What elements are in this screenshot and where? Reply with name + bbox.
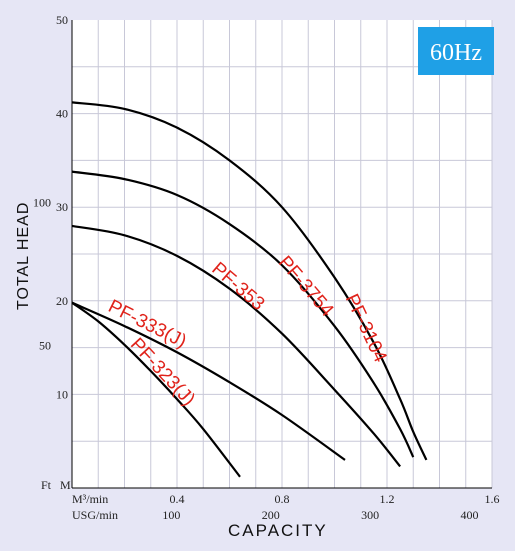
x-tick-label-primary: 0.8 bbox=[275, 492, 290, 506]
x-tick-label-secondary: 200 bbox=[262, 508, 280, 522]
y-unit-primary: M bbox=[60, 478, 71, 492]
tick-labels: 10 20 30 40 50 50 100 0.4 0.8 1.2 1.6 100 200 300 400 bbox=[33, 13, 500, 522]
y-axis-title: TOTAL HEAD bbox=[15, 202, 32, 310]
y-tick-label-primary: 10 bbox=[56, 387, 68, 401]
y-tick-label-secondary: 50 bbox=[39, 338, 51, 352]
x-tick-label-secondary: 400 bbox=[460, 508, 478, 522]
y-tick-label-secondary: 100 bbox=[33, 196, 51, 210]
x-tick-label-primary: 1.2 bbox=[380, 492, 395, 506]
x-unit-secondary: USG/min bbox=[72, 508, 118, 522]
y-tick-label-primary: 50 bbox=[56, 13, 68, 27]
curve-pf-353 bbox=[71, 224, 401, 468]
y-tick-label-primary: 20 bbox=[56, 294, 68, 308]
curves bbox=[71, 101, 428, 478]
curve-pf-3754 bbox=[71, 170, 415, 458]
frequency-badge-text: 60Hz bbox=[430, 40, 482, 66]
y-unit-secondary: Ft bbox=[41, 478, 52, 492]
curve-pf-323j bbox=[71, 301, 241, 478]
x-tick-label-primary: 0.4 bbox=[170, 492, 185, 506]
x-unit-primary: M³/min bbox=[72, 492, 108, 506]
curve-pf-3104 bbox=[71, 101, 428, 461]
frequency-badge bbox=[418, 27, 494, 75]
x-axis-title: CAPACITY bbox=[228, 521, 328, 540]
x-tick-label-secondary: 300 bbox=[361, 508, 379, 522]
y-tick-label-primary: 30 bbox=[56, 200, 68, 214]
x-tick-label-secondary: 100 bbox=[162, 508, 180, 522]
curve-pf-333j bbox=[71, 301, 346, 461]
y-tick-label-primary: 40 bbox=[56, 107, 68, 121]
x-tick-label-primary: 1.6 bbox=[485, 492, 500, 506]
